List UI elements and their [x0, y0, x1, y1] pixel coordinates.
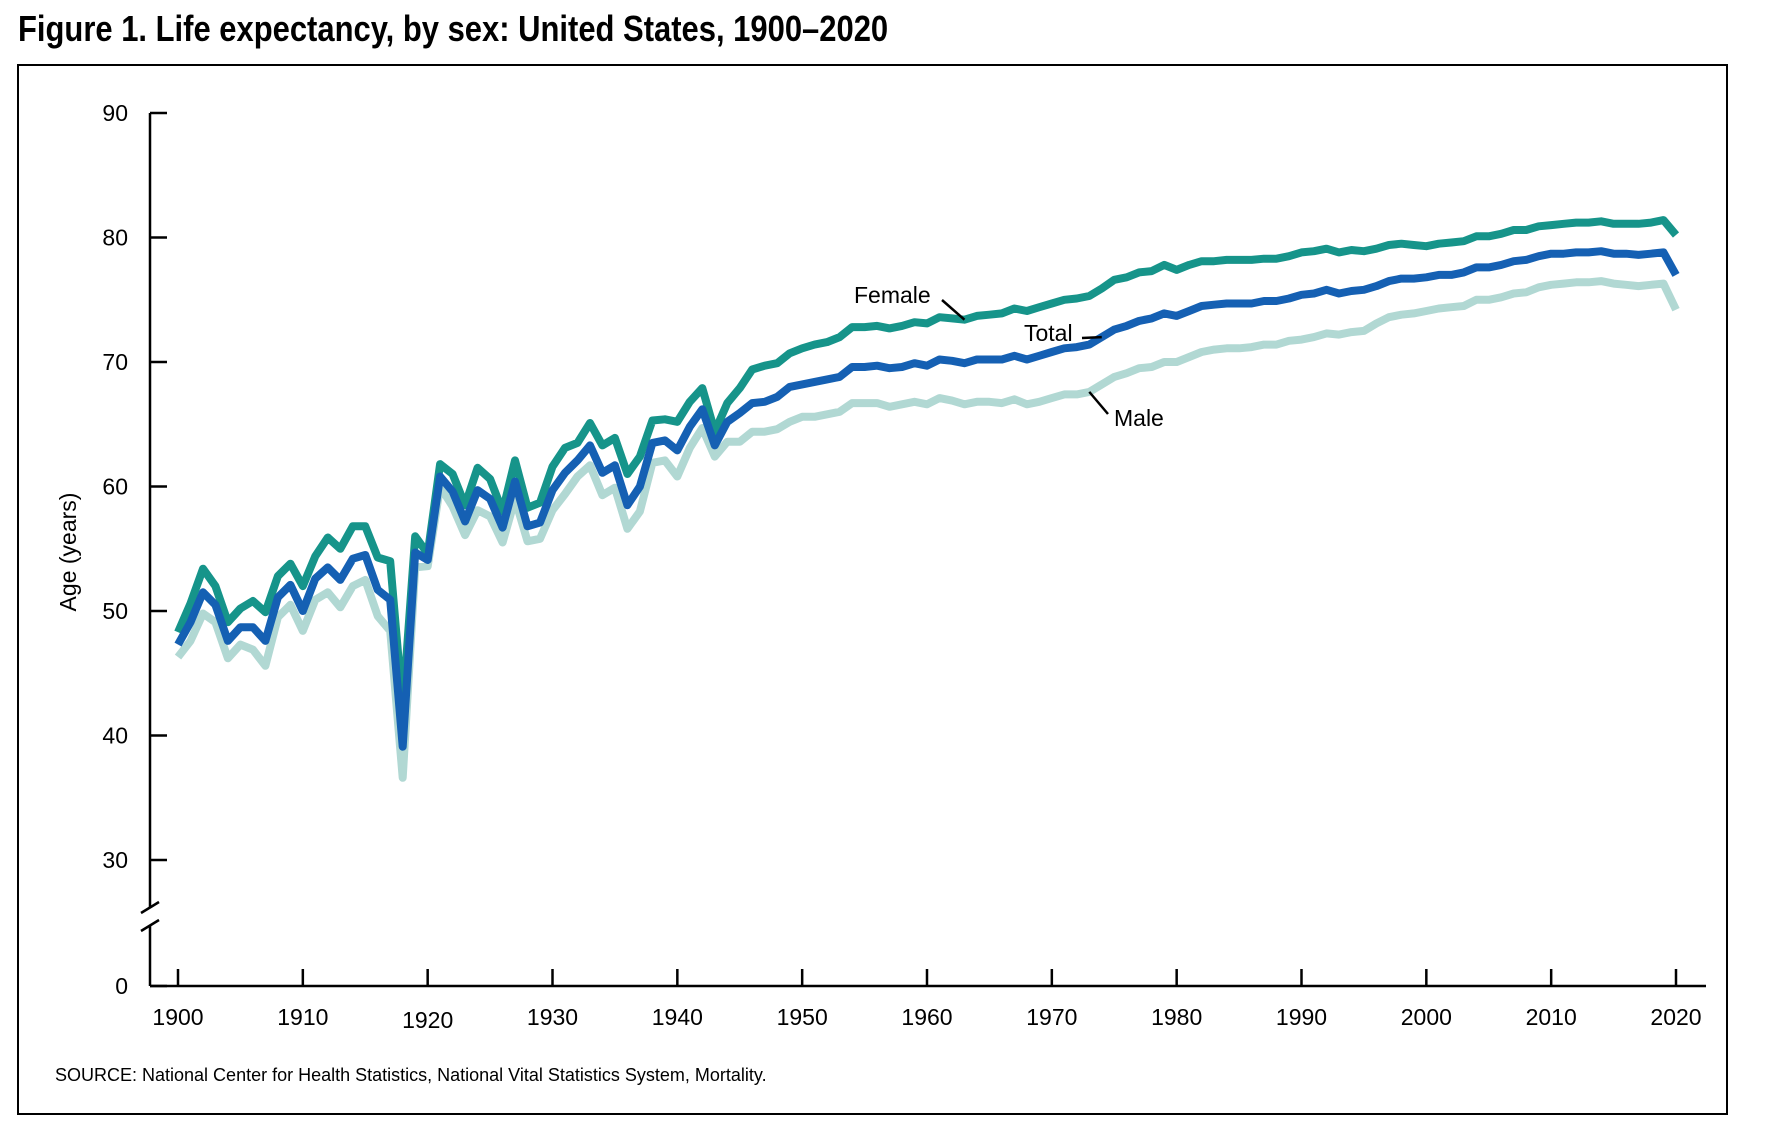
series-line-male	[174, 277, 1680, 782]
series-label-male: Male	[1114, 405, 1164, 431]
x-tick-label: 1910	[277, 1004, 328, 1030]
x-tick-label: 1950	[777, 1004, 828, 1030]
y-tick-label: 30	[102, 847, 128, 873]
leader-line-male	[1088, 391, 1109, 415]
y-tick-label: 50	[102, 598, 128, 624]
x-tick-label: 1900	[152, 1004, 203, 1030]
axis-break-mark	[140, 900, 160, 915]
y-tick-label: 90	[102, 100, 128, 126]
x-tick-label: 2020	[1650, 1004, 1701, 1030]
y-tick-label: 80	[102, 225, 128, 251]
x-tick-label: 1920	[402, 1007, 453, 1033]
x-tick-label: 1940	[652, 1004, 703, 1030]
x-tick-label: 2000	[1401, 1004, 1452, 1030]
y-tick-label: 60	[102, 474, 128, 500]
x-tick-label: 2010	[1526, 1004, 1577, 1030]
x-tick-label: 1960	[901, 1004, 952, 1030]
x-tick-label: 1970	[1026, 1004, 1077, 1030]
series-label-total: Total	[1024, 320, 1073, 346]
leader-line-total	[1081, 335, 1102, 340]
series-layer	[174, 216, 1680, 782]
y-axis-label: Age (years)	[55, 493, 81, 612]
x-tick-label: 1980	[1151, 1004, 1202, 1030]
labels-layer: Female Total Male	[854, 282, 1164, 431]
y-tick-label: 0	[115, 973, 128, 999]
series-line-total	[174, 247, 1680, 751]
leader-line-female	[941, 299, 966, 321]
chart-frame	[17, 64, 1728, 1115]
axes: 0 30 40 50 60 70 80 90 1900 1910 1920 1930 1940 1950 1…	[102, 100, 1706, 1033]
series-label-female: Female	[854, 282, 931, 308]
figure-title: Figure 1. Life expectancy, by sex: Unite…	[18, 8, 889, 49]
y-tick-label: 40	[102, 723, 128, 749]
axis-break-mark	[140, 918, 160, 933]
x-tick-label: 1990	[1276, 1004, 1327, 1030]
x-tick-label: 1930	[527, 1004, 578, 1030]
y-tick-label: 70	[102, 349, 128, 375]
source-note: SOURCE: National Center for Health Stati…	[55, 1065, 767, 1085]
